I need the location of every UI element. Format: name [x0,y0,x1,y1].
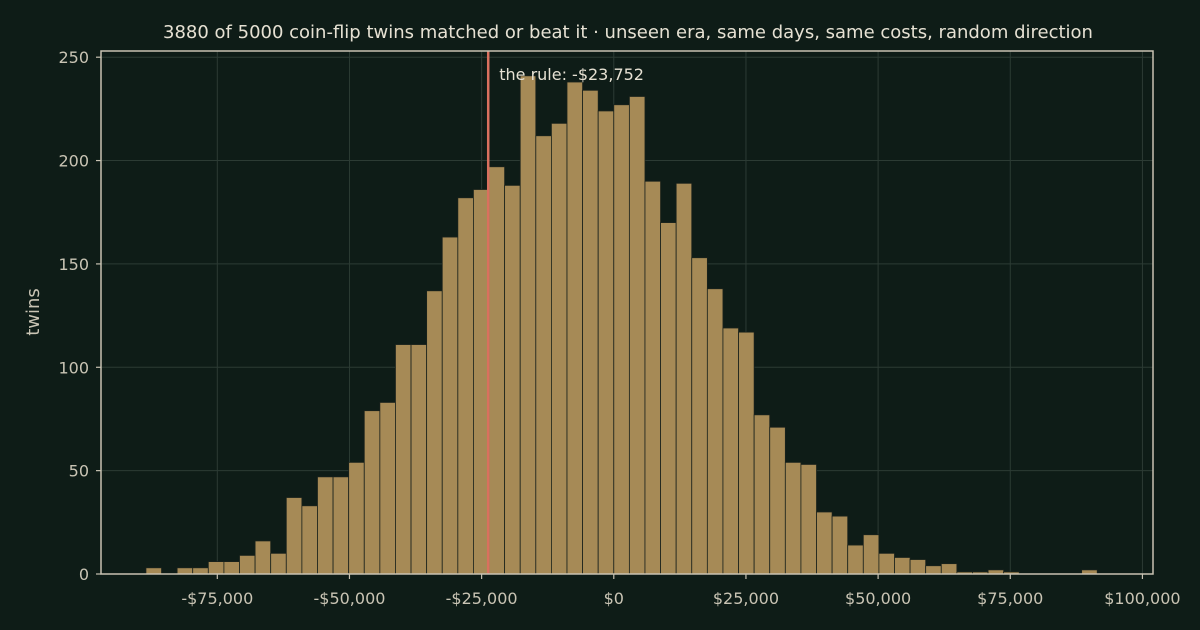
y-tick-label: 200 [58,152,89,171]
histogram-bar [301,505,318,575]
x-tick-label: $100,000 [1104,589,1180,608]
x-tick-label: $25,000 [713,589,779,608]
x-tick-label: $0 [604,589,624,608]
histogram-bar [894,557,911,575]
x-tick-label: $75,000 [977,589,1043,608]
histogram-bar [551,122,568,575]
histogram-bar [909,559,927,575]
histogram-bar [441,236,459,575]
histogram-bar [940,563,958,575]
histogram-bar [660,222,677,575]
histogram-bar [207,561,225,575]
histogram-bar [675,182,693,575]
histogram-bar [878,552,895,575]
histogram-bar [847,544,864,575]
histogram-bar [738,331,755,575]
histogram-bar [784,461,802,575]
histogram-bar [644,180,661,575]
rule-marker-label: the rule: -$23,752 [499,65,644,84]
x-axis-ticks: -$75,000 -$50,000 -$25,000 $0 $25,000 $50,000… [181,574,1181,608]
histogram-bar [753,414,771,575]
histogram-bar [379,402,396,575]
histogram-bar [519,75,537,575]
histogram-bar [317,476,334,575]
plot-frame [100,50,1154,575]
y-tick-label: 250 [58,48,89,67]
histogram-bar [488,166,506,575]
y-tick-label: 0 [79,565,89,584]
bars [145,75,1098,575]
y-axis-ticks: 0 50 100 150 200 250 [58,48,101,584]
histogram-bar [223,561,240,575]
y-tick-label: 50 [69,462,89,481]
histogram-bar [285,497,303,575]
histogram-bar [457,197,474,575]
y-tick-label: 100 [58,358,89,377]
rule-marker: the rule: -$23,752 [486,51,644,574]
histogram-bar [566,81,583,575]
histogram-bar [628,96,646,575]
histogram-bar [192,567,209,575]
histogram-bar [395,344,412,575]
histogram-bar [862,534,880,575]
histogram-bar [145,567,162,575]
histogram-bar [363,410,381,575]
histogram-bar [473,189,490,575]
histogram-bar [831,515,849,575]
histogram-bar [176,567,194,575]
histogram-bar [426,290,443,575]
chart-title: 3880 of 5000 coin-flip twins matched or … [163,22,1093,43]
histogram-bar [613,104,630,575]
histogram-bar [239,554,256,575]
histogram-bar [535,135,552,575]
histogram-bar [410,344,428,575]
y-tick-label: 150 [58,255,89,274]
y-axis-label: twins [23,288,44,336]
x-tick-label: -$75,000 [181,589,253,608]
histogram-bar [769,426,786,575]
x-tick-label: -$50,000 [313,589,385,608]
histogram-bar [504,184,521,575]
histogram-bar [582,89,599,575]
histogram-bar [722,327,739,575]
histogram-bar [254,540,272,575]
x-tick-label: $50,000 [845,589,911,608]
histogram-bar [270,552,287,575]
histogram-bar [332,476,350,575]
x-tick-label: -$25,000 [446,589,518,608]
histogram-bar [706,288,724,575]
histogram-bar [816,511,833,575]
histogram-bar [597,110,615,575]
histogram-bar [800,464,817,575]
histogram-bar [348,461,365,575]
histogram-bar [691,257,708,575]
histogram-bar [925,565,942,575]
